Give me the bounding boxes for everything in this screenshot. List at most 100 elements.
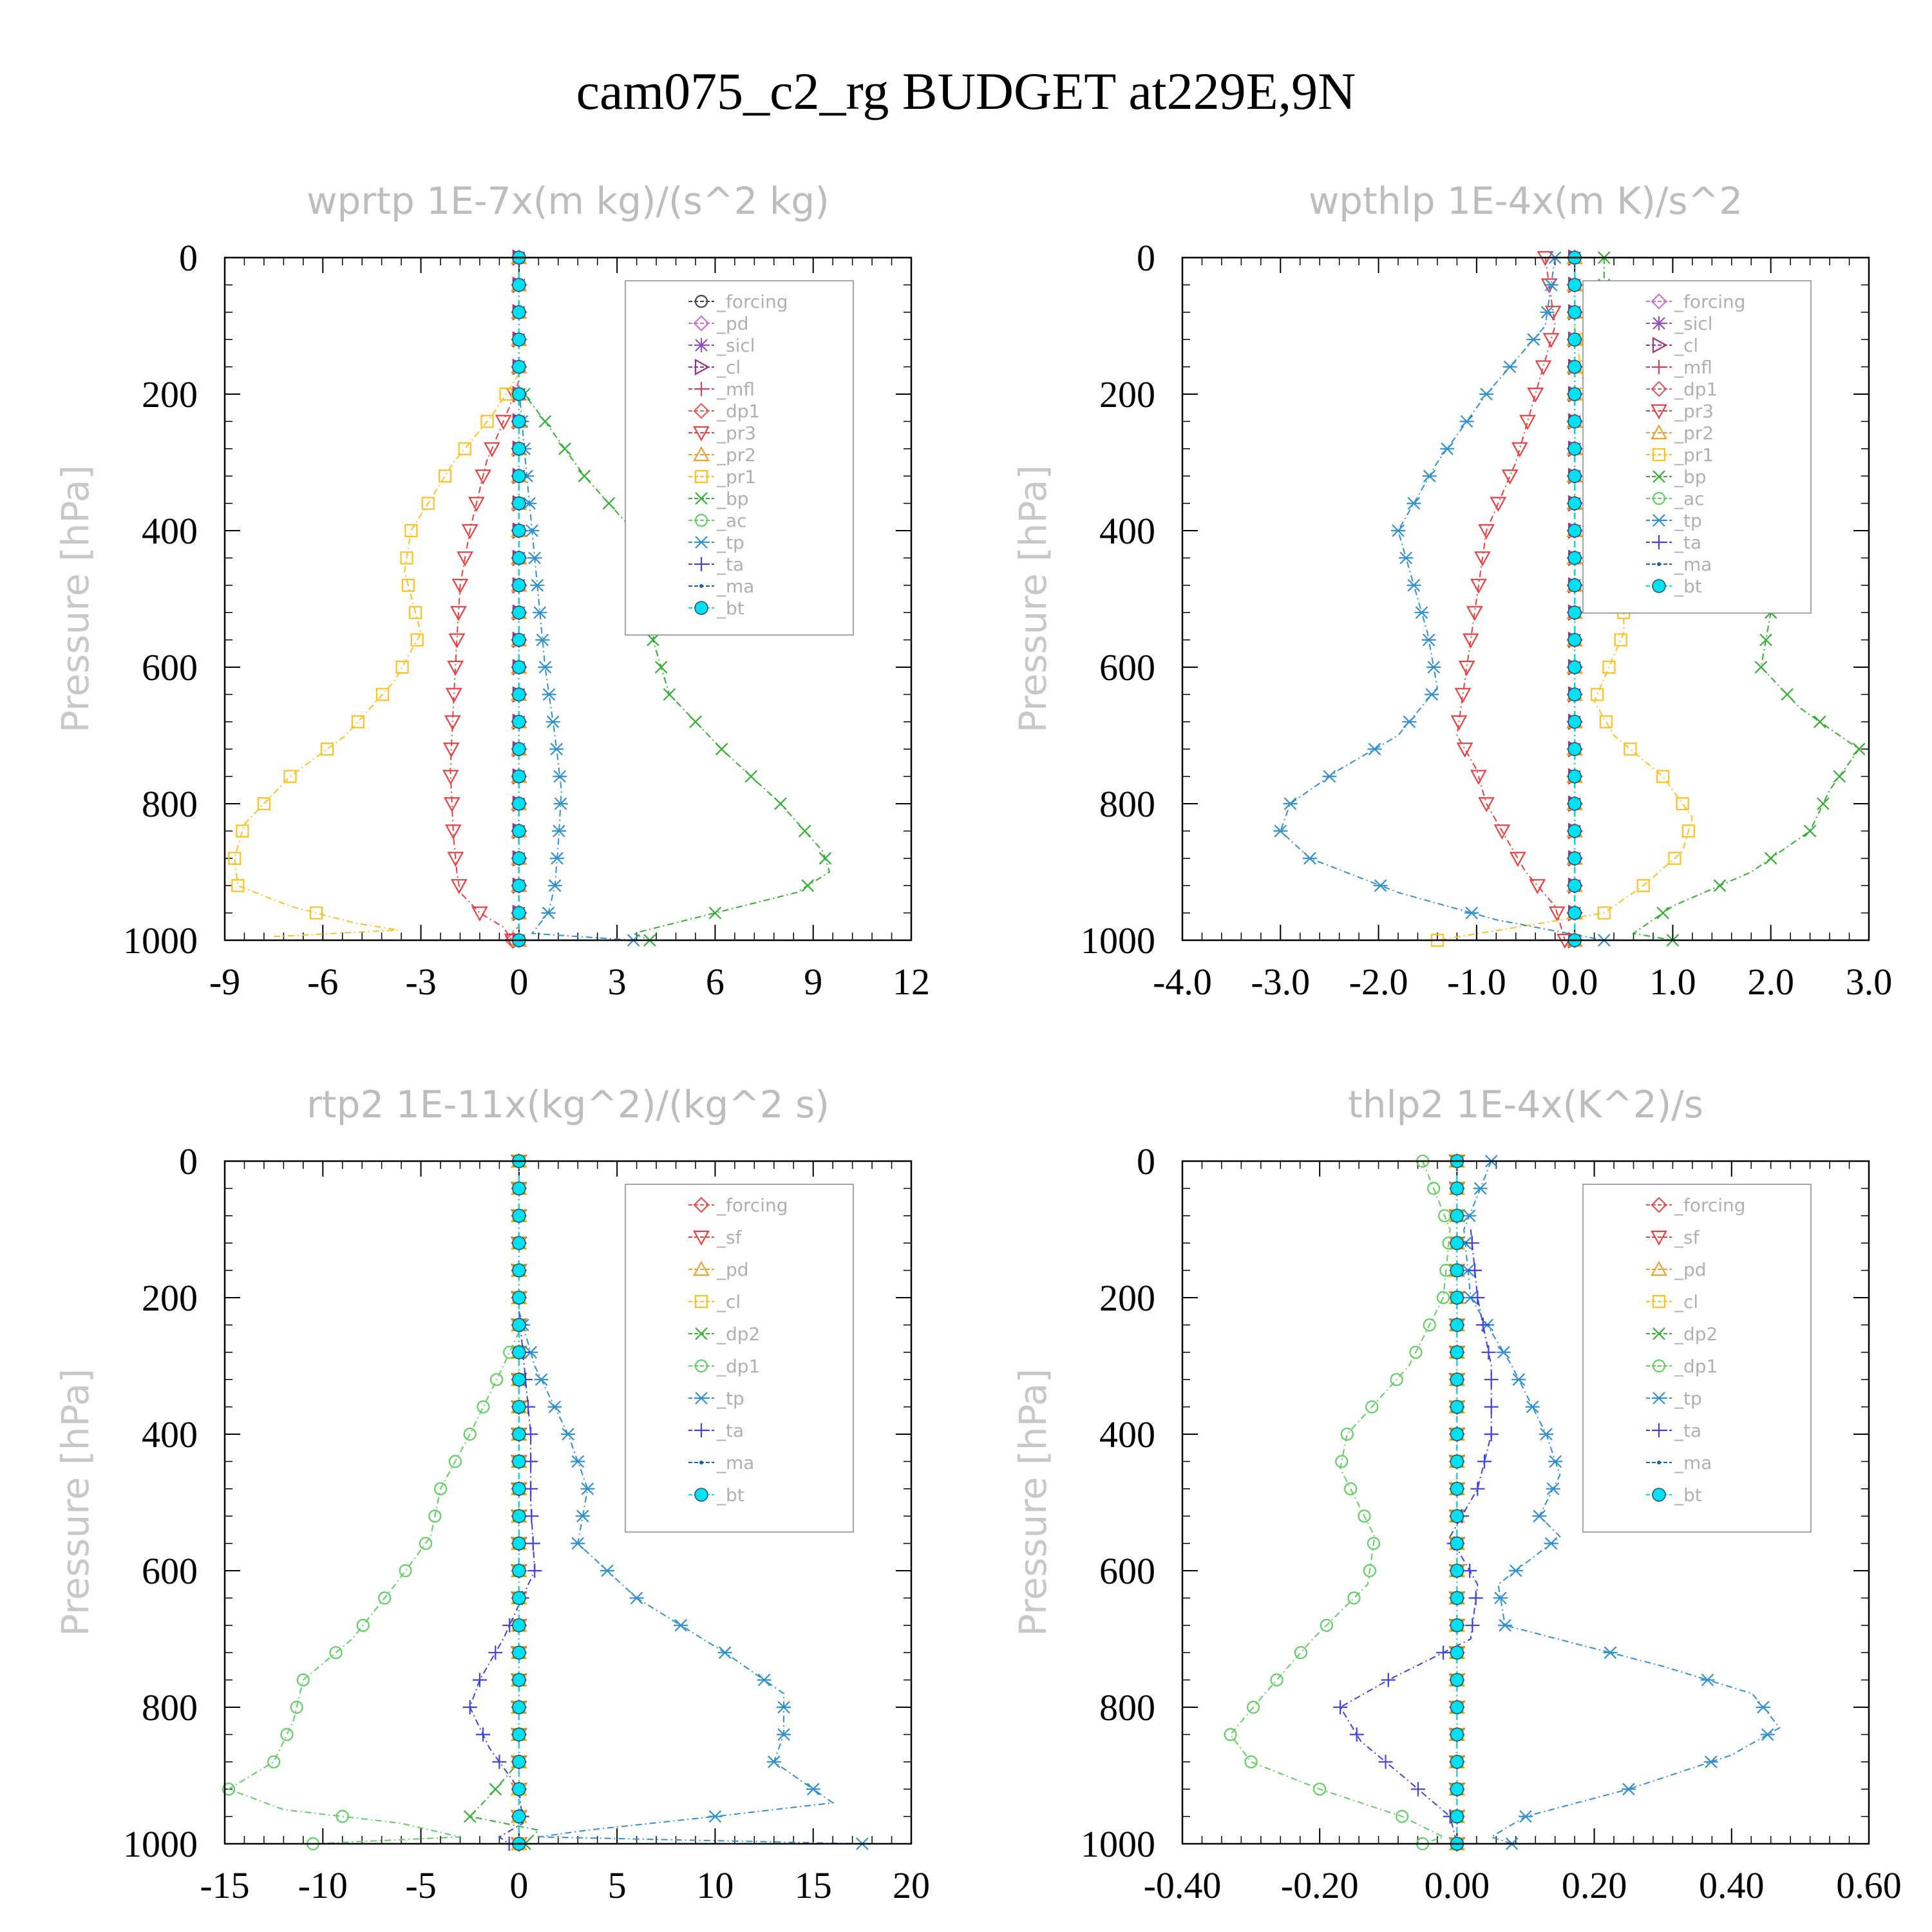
- series-marker: [1478, 797, 1495, 813]
- series-marker: [231, 879, 245, 893]
- legend-swatch-marker: [693, 315, 710, 332]
- series-marker: [1567, 715, 1582, 729]
- series-marker: [512, 305, 526, 319]
- series-marker: [715, 743, 728, 755]
- series-marker: [1373, 879, 1388, 892]
- series-line: [450, 380, 520, 941]
- series-marker: [1320, 1618, 1333, 1632]
- series-marker: [1484, 1399, 1499, 1414]
- y-axis-label: Pressure [hPa]: [53, 465, 97, 733]
- legend-swatch-marker: [693, 1197, 710, 1213]
- series-marker: [448, 1455, 462, 1468]
- series-marker: [1498, 1619, 1513, 1632]
- axes-frame: [223, 256, 913, 942]
- series-marker: [447, 660, 464, 676]
- series-marker: [553, 797, 568, 810]
- legend-label: _dp2: [716, 1323, 760, 1345]
- series-marker: [451, 578, 469, 594]
- series-line: [468, 1161, 540, 1844]
- series-marker: [512, 797, 526, 811]
- legend-swatch-marker: [1652, 1423, 1666, 1437]
- series-marker: [446, 688, 462, 703]
- x-tick-label: -15: [200, 1864, 249, 1906]
- series-marker: [512, 687, 526, 702]
- x-tick-label: 1.0: [1649, 961, 1696, 1003]
- legend-label: _dp2: [1674, 1323, 1718, 1345]
- series-marker: [490, 1373, 504, 1387]
- series-marker: [512, 1564, 526, 1578]
- series-marker: [1532, 1510, 1547, 1522]
- series-marker: [480, 415, 494, 428]
- x-tick-label: 12: [893, 961, 930, 1003]
- series-marker: [1322, 770, 1337, 783]
- legend-swatch-marker: [693, 426, 710, 442]
- panel-1: wprtp 1E-7x(m kg)/(s^2 kg) Pressure [hPa]…: [53, 179, 930, 1003]
- series-marker: [1244, 1755, 1258, 1768]
- legend-label: _bt: [1674, 576, 1702, 597]
- series-marker: [1759, 633, 1772, 647]
- legend: _forcing _sf _pd _cl _dp2 _dp1 _tp _ta _ma _bt: [1582, 1184, 1812, 1533]
- x-tick-label: -0.40: [1144, 1864, 1222, 1906]
- series-marker: [530, 579, 545, 592]
- legend-label: _cl: [716, 1291, 741, 1312]
- series-marker: [1247, 1700, 1260, 1714]
- series-marker: [512, 1591, 526, 1605]
- series-marker: [674, 1619, 688, 1632]
- y-tick-label: 400: [1099, 1414, 1155, 1455]
- series-marker: [442, 743, 460, 758]
- series-marker: [447, 851, 464, 867]
- series-marker: [1458, 660, 1475, 676]
- series-ta: [1333, 1229, 1499, 1851]
- series-marker: [1501, 469, 1519, 485]
- series-marker: [1450, 1318, 1464, 1332]
- series-marker: [571, 1455, 585, 1468]
- series-marker: [1567, 769, 1582, 784]
- series-marker: [463, 1427, 477, 1441]
- legend-swatch-marker: [1657, 562, 1661, 566]
- legend-box: [625, 280, 854, 636]
- series-marker: [1470, 578, 1487, 594]
- series-marker: [1511, 1373, 1526, 1386]
- y-tick-label: 200: [1099, 374, 1155, 415]
- series-marker: [1567, 414, 1582, 429]
- series-marker: [472, 1672, 487, 1687]
- series-cl: [1568, 249, 1584, 949]
- series-marker: [1567, 578, 1582, 592]
- series-marker: [512, 414, 526, 429]
- series-marker: [1700, 1673, 1715, 1687]
- legend-label: _ta: [716, 1420, 744, 1441]
- legend-label: _ma: [1674, 554, 1712, 575]
- series-marker: [1713, 879, 1727, 892]
- series-marker: [1567, 851, 1582, 866]
- series-marker: [419, 1537, 433, 1550]
- y-tick-label: 0: [179, 1141, 198, 1182]
- legend-swatch-marker: [1652, 1294, 1666, 1309]
- legend-label: _bt: [716, 598, 744, 619]
- legend-swatch-marker: [694, 359, 710, 375]
- series-marker: [395, 660, 409, 674]
- series-marker: [1803, 824, 1817, 838]
- series-marker: [1470, 770, 1487, 785]
- x-tick-label: 0.40: [1699, 1864, 1765, 1906]
- series-marker: [1624, 743, 1637, 756]
- series-marker: [1344, 1482, 1358, 1495]
- y-tick-label: 0: [1137, 237, 1155, 279]
- legend-label: _pr3: [1674, 401, 1714, 422]
- series-marker: [647, 633, 659, 647]
- series-marker: [1833, 770, 1846, 783]
- series-marker: [1468, 1591, 1483, 1605]
- series-marker: [1527, 387, 1544, 403]
- y-axis-label: Pressure [hPa]: [1011, 1368, 1055, 1636]
- series-dp1: [222, 1331, 520, 1851]
- series-marker: [798, 824, 811, 838]
- series-marker: [512, 1509, 526, 1523]
- series-marker: [549, 743, 564, 755]
- series-marker: [512, 905, 526, 920]
- x-tick-label: 20: [893, 1864, 930, 1906]
- legend-swatch-marker: [699, 584, 703, 588]
- series-marker: [1567, 359, 1582, 374]
- y-tick-label: 200: [142, 1277, 198, 1319]
- panel-title: wpthlp 1E-4x(m K)/s^2: [1309, 179, 1743, 223]
- series-marker: [257, 797, 271, 811]
